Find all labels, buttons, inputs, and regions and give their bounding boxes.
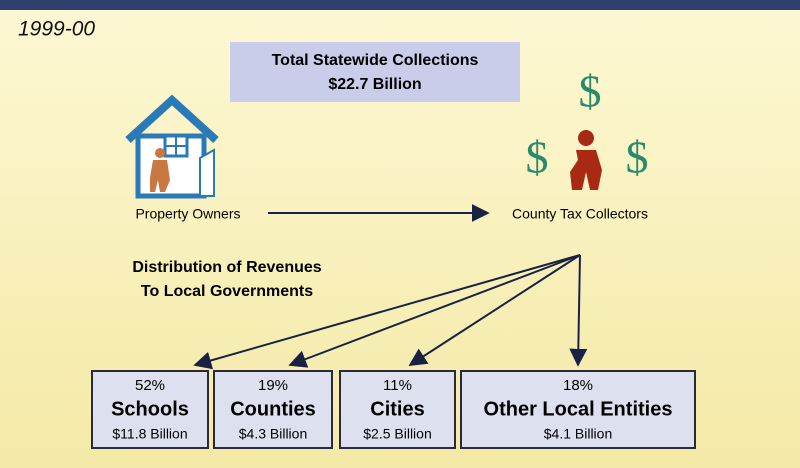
- recipient-percent: 11%: [383, 377, 412, 394]
- recipient-amount: $4.3 Billion: [239, 426, 308, 442]
- period: 1999-00: [18, 18, 95, 41]
- dollar-sign: $: [526, 132, 549, 183]
- recipient-name: Schools: [111, 398, 189, 420]
- distribution-title: To Local Governments: [141, 283, 313, 300]
- dollar-sign: $: [579, 66, 602, 117]
- recipient-percent: 19%: [258, 377, 288, 394]
- recipient-name: Cities: [370, 398, 424, 420]
- recipient-percent: 18%: [563, 377, 593, 394]
- recipient-boxes: 52% Schools $11.8 Billion 19% Counties $4.3 B…: [92, 371, 695, 448]
- recipient-amount: $11.8 Billion: [112, 426, 187, 442]
- recipient-percent: 52%: [135, 377, 165, 394]
- diagram: 1999-00 Total Statewide Collections $22.…: [0, 0, 800, 468]
- summary-title: Total Statewide Collections: [272, 52, 479, 69]
- summary-amount: $22.7 Billion: [328, 76, 421, 93]
- recipient-amount: $4.1 Billion: [544, 426, 613, 442]
- recipient-name: Other Local Entities: [484, 398, 673, 420]
- collector-label: County Tax Collectors: [512, 206, 648, 222]
- top-bar: [0, 0, 800, 10]
- recipient-name: Counties: [230, 398, 316, 420]
- source-label: Property Owners: [135, 206, 240, 222]
- dollar-sign: $: [626, 132, 649, 183]
- recipient-amount: $2.5 Billion: [363, 426, 432, 442]
- distribution-title: Distribution of Revenues: [132, 259, 321, 276]
